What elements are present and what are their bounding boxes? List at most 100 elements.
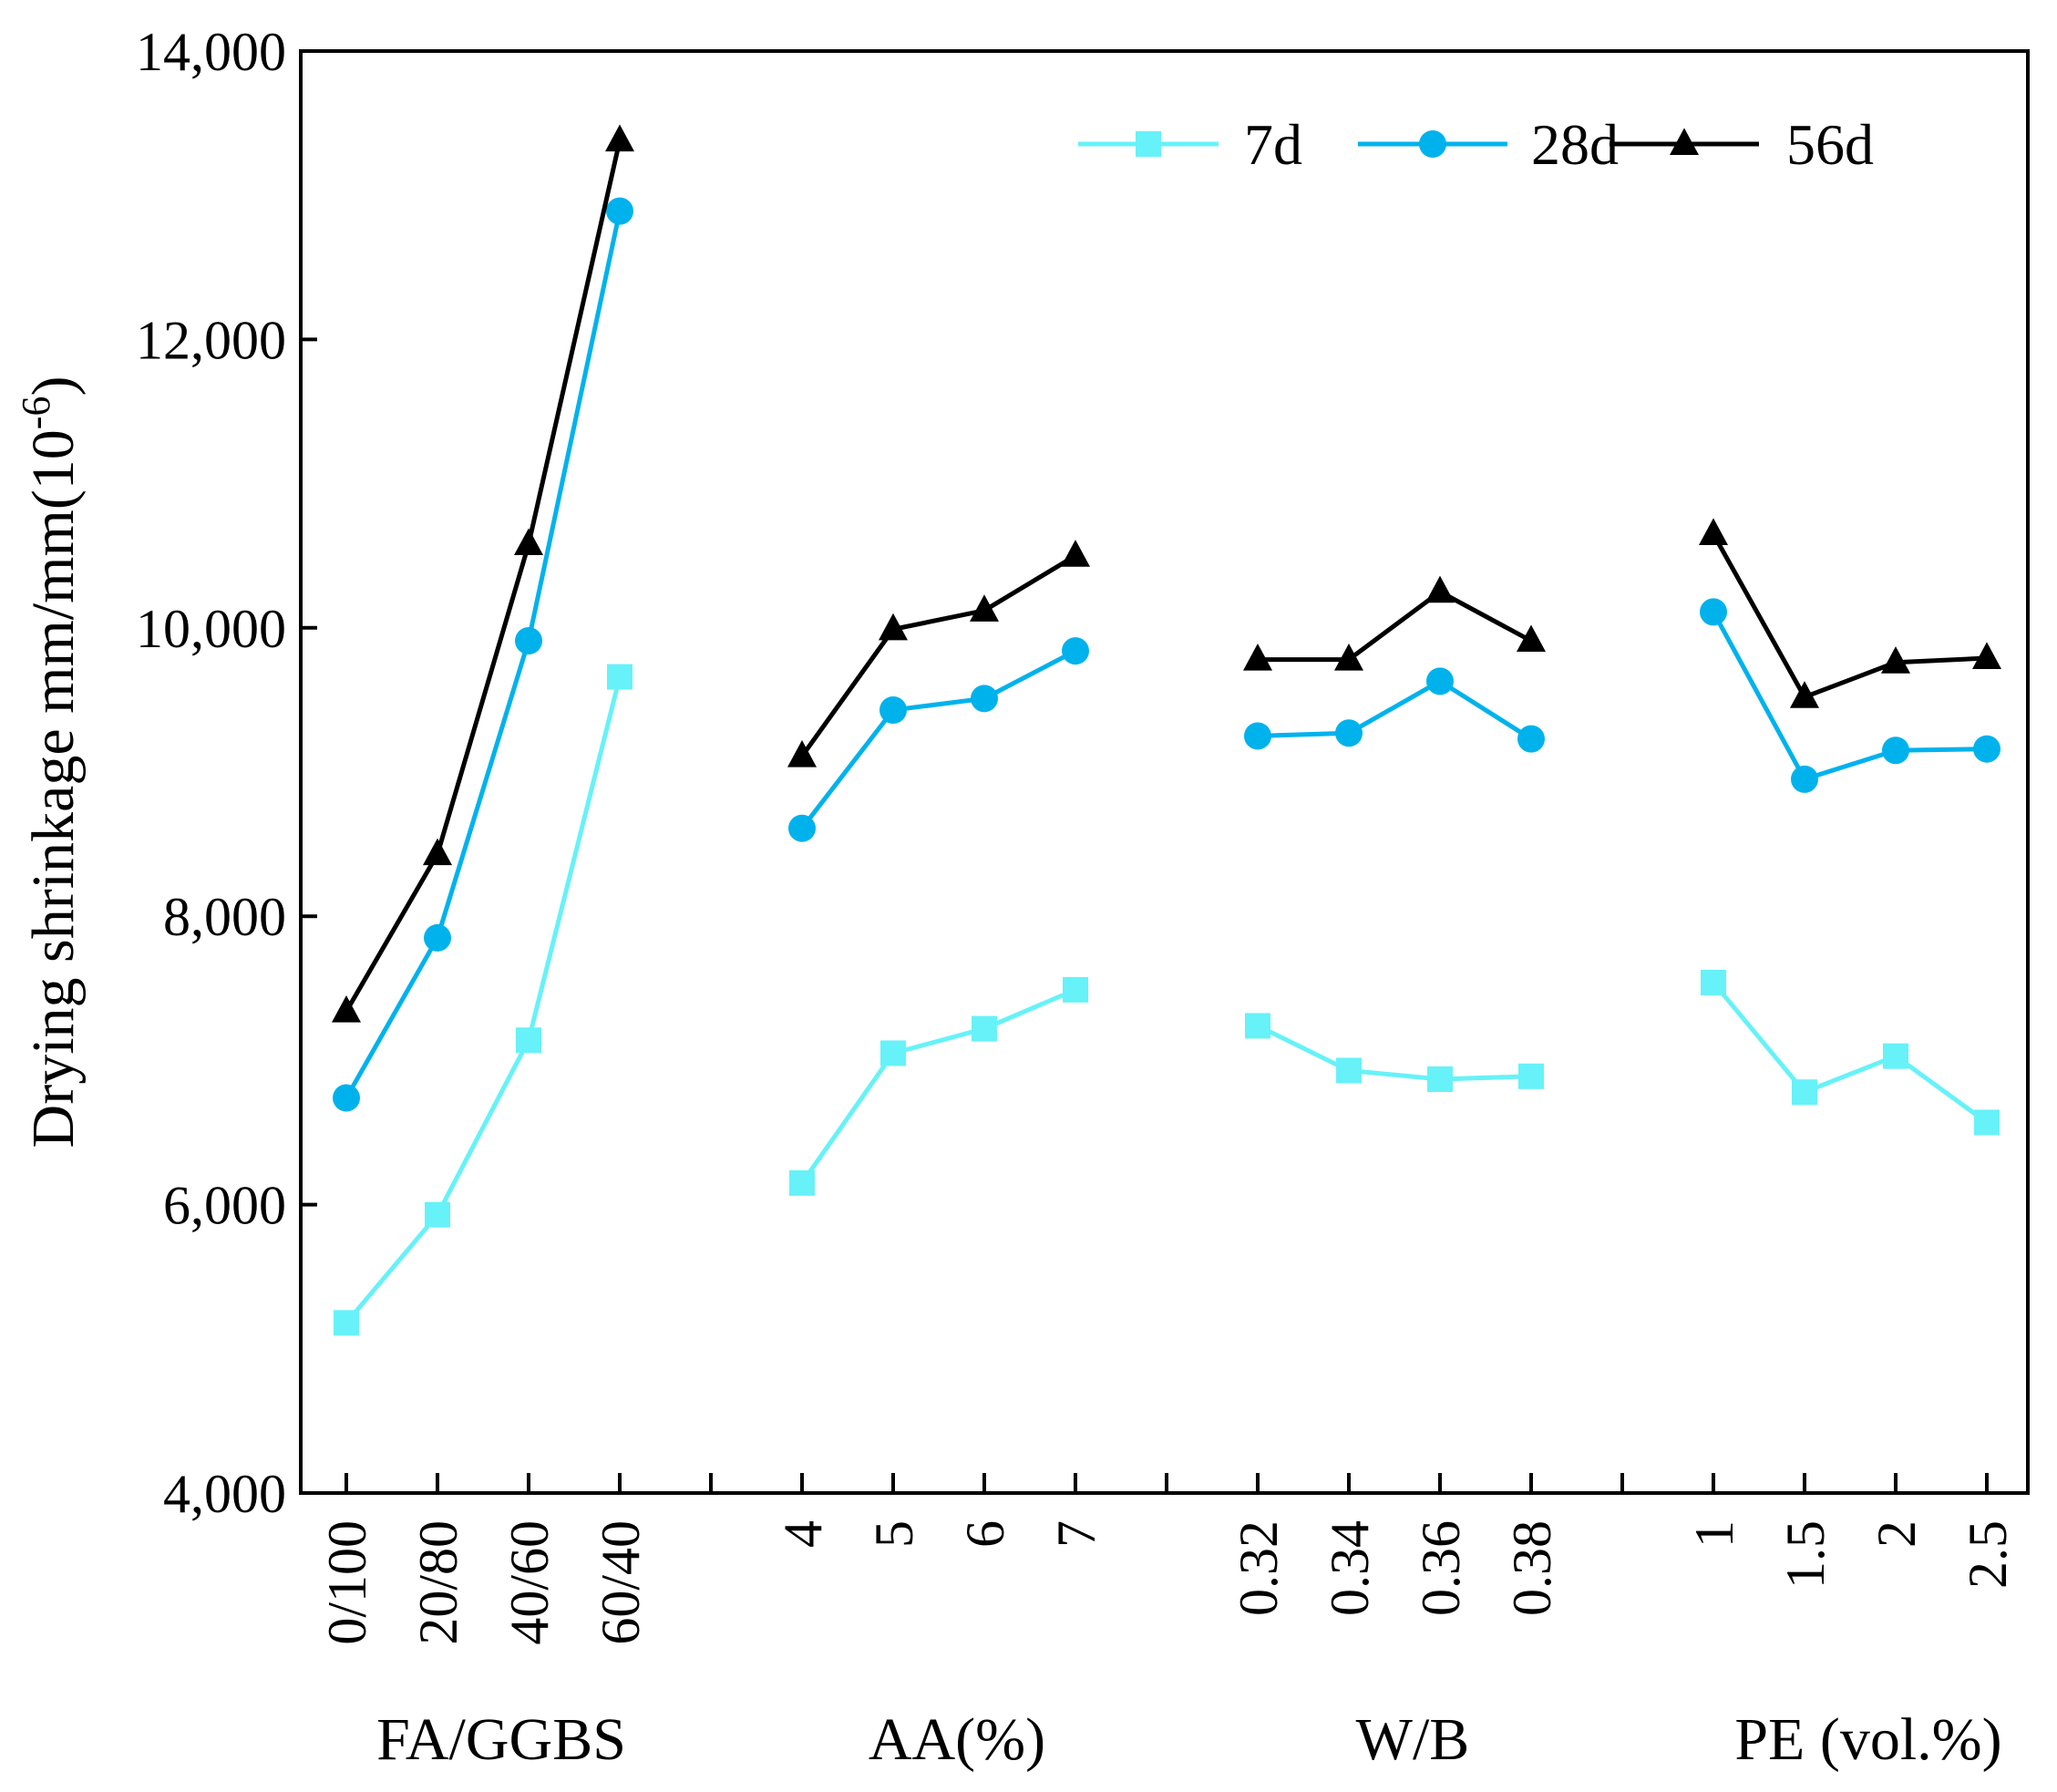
- data-point-triangle: [1243, 644, 1272, 671]
- series-line: [344, 211, 622, 1099]
- series-line: [344, 139, 622, 1013]
- legend: 7d 28d 56d: [1078, 112, 1874, 177]
- series-28d: [333, 197, 2000, 1112]
- x-tick-label: 0.36: [1411, 1520, 1471, 1616]
- data-point-square: [972, 1015, 997, 1042]
- data-point-circle: [1062, 637, 1089, 665]
- data-point-circle: [1882, 736, 1909, 765]
- data-point-square: [1792, 1079, 1817, 1106]
- legend-label: 28d: [1531, 112, 1619, 177]
- x-tick-label: 0.34: [1320, 1520, 1380, 1616]
- series-line: [1711, 611, 1988, 782]
- data-point-circle: [879, 695, 907, 724]
- data-point-circle: [971, 685, 998, 713]
- x-tick-label: 20/80: [408, 1520, 468, 1645]
- x-axis: 0/100 20/80 40/60 60/40 4 5 6 7 0.32 0.34 0.36 0.38…: [317, 1473, 2018, 1645]
- series-line: [799, 553, 1077, 758]
- series-line: [1711, 532, 1988, 700]
- x-tick-label: 2: [1867, 1520, 1927, 1548]
- legend-label: 56d: [1786, 112, 1874, 177]
- series-line: [1712, 981, 1989, 1125]
- x-tick-label: 0.32: [1229, 1520, 1289, 1616]
- data-point-circle: [1700, 598, 1727, 626]
- series-56d: [332, 124, 2001, 1023]
- data-point-triangle: [1972, 642, 2001, 670]
- data-point-circle: [1244, 722, 1271, 750]
- series-line: [1258, 589, 1533, 663]
- y-axis: 4,000 6,000 8,000 10,000 12,000 14,000: [136, 22, 317, 1524]
- data-point-square: [1427, 1066, 1453, 1092]
- data-point-triangle: [332, 995, 361, 1023]
- data-point-square: [1063, 976, 1088, 1003]
- y-tick-label: 8,000: [163, 887, 286, 947]
- group-label: FA/GGBS: [376, 1706, 626, 1773]
- data-point-square: [1974, 1109, 2000, 1136]
- data-point-square: [1336, 1057, 1362, 1084]
- data-point-square: [425, 1201, 450, 1228]
- data-point-circle: [606, 197, 633, 225]
- data-point-circle: [1973, 735, 2000, 763]
- x-tick-label: 0.38: [1502, 1520, 1562, 1616]
- data-point-square: [1518, 1063, 1544, 1089]
- data-point-square: [334, 1310, 359, 1336]
- series-layer: [332, 124, 2001, 1336]
- y-tick-label: 14,000: [136, 22, 286, 82]
- data-point-triangle: [1061, 540, 1090, 567]
- data-point-triangle: [605, 124, 634, 152]
- data-point-triangle: [1881, 646, 1910, 674]
- data-point-triangle: [970, 594, 999, 622]
- series-line: [799, 987, 1076, 1185]
- x-tick-label: 60/40: [591, 1520, 651, 1645]
- data-point-triangle: [1670, 128, 1699, 155]
- x-tick-label: 0/100: [317, 1520, 377, 1645]
- data-point-circle: [1426, 667, 1454, 695]
- data-point-triangle: [1699, 518, 1728, 545]
- plot-frame: [299, 49, 2030, 1495]
- data-point-square: [607, 664, 633, 690]
- data-point-circle: [788, 814, 816, 842]
- series-line: [1257, 678, 1533, 741]
- x-tick-label: 1: [1684, 1520, 1744, 1548]
- series-7d: [334, 664, 2000, 1336]
- legend-item-56d: 56d: [1610, 112, 1874, 177]
- series-line: [800, 648, 1077, 830]
- data-point-circle: [1791, 765, 1818, 793]
- x-tick-label: 6: [955, 1520, 1015, 1548]
- group-label: W/B: [1356, 1706, 1470, 1773]
- data-point-triangle: [879, 613, 908, 641]
- data-point-circle: [424, 923, 451, 952]
- data-point-square: [516, 1027, 541, 1054]
- data-point-triangle: [423, 838, 452, 866]
- x-tick-label: 2.5: [1958, 1520, 2018, 1589]
- data-point-square: [789, 1169, 815, 1196]
- data-point-square: [1245, 1013, 1270, 1039]
- data-point-square: [1883, 1043, 1908, 1069]
- data-point-circle: [1517, 725, 1545, 753]
- series-line: [1256, 1024, 1532, 1082]
- x-tick-label: 1.5: [1775, 1520, 1836, 1589]
- data-point-triangle: [1425, 575, 1455, 603]
- x-tick-label: 5: [864, 1520, 924, 1548]
- data-point-triangle: [1517, 624, 1546, 653]
- x-tick-label: 4: [773, 1520, 833, 1548]
- data-point-triangle: [514, 528, 543, 556]
- data-point-triangle: [1790, 681, 1819, 708]
- group-label: PE (vol.%): [1734, 1706, 2001, 1773]
- data-point-square: [880, 1040, 906, 1066]
- y-tick-label: 10,000: [136, 599, 286, 659]
- legend-item-7d: 7d: [1078, 112, 1302, 177]
- data-point-triangle: [787, 739, 817, 767]
- data-point-circle: [1419, 130, 1446, 158]
- legend-label: 7d: [1244, 112, 1302, 177]
- group-labels: FA/GGBS AA(%) W/B PE (vol.%): [376, 1706, 2002, 1773]
- data-point-square: [1701, 969, 1726, 995]
- x-tick-label: 7: [1046, 1520, 1106, 1548]
- y-tick-label: 6,000: [163, 1176, 286, 1236]
- data-point-circle: [1335, 719, 1363, 747]
- data-point-square: [1136, 131, 1161, 157]
- series-line: [345, 675, 622, 1324]
- data-point-circle: [515, 627, 542, 655]
- y-axis-label: Drying shrinkage mm/mm(10-6): [14, 376, 87, 1148]
- data-point-triangle: [1334, 644, 1363, 671]
